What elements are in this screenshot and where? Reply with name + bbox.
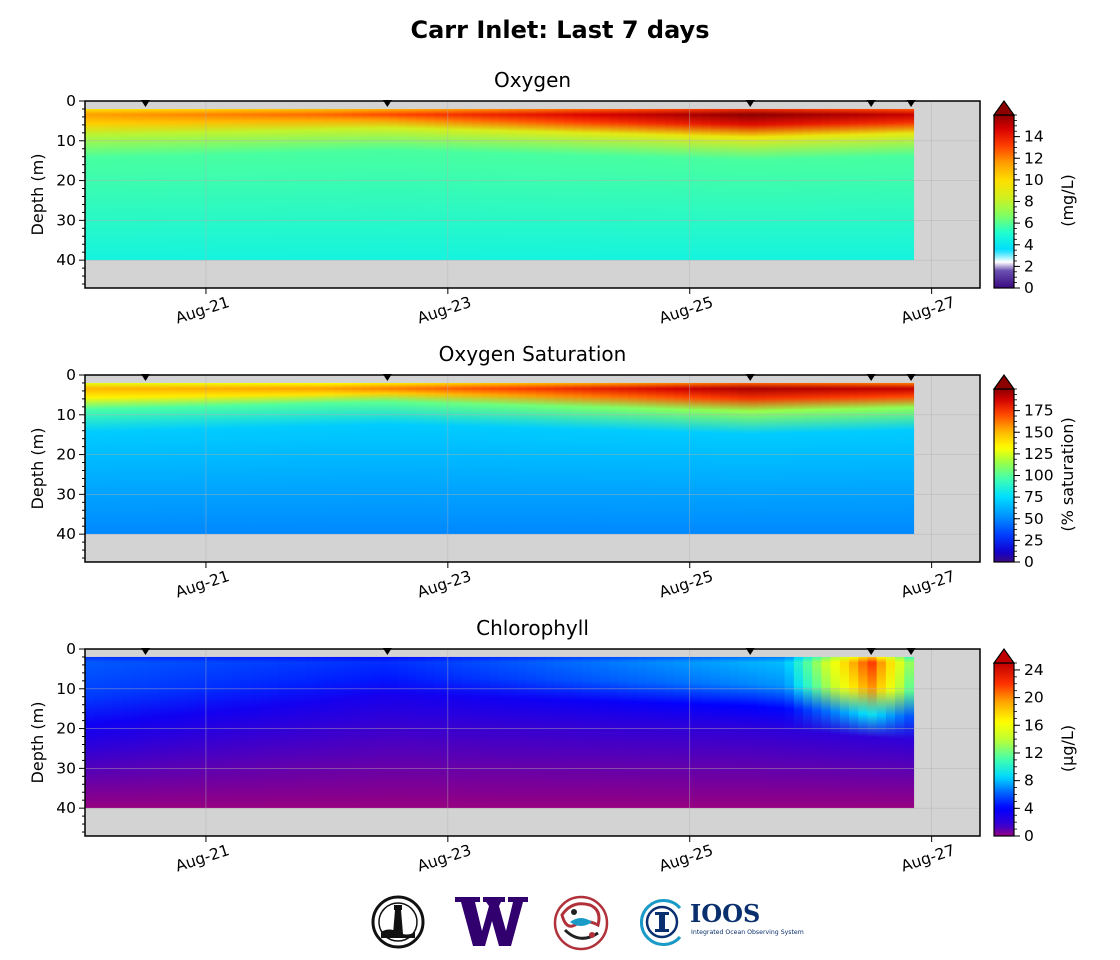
colorbar-tick-label: 0: [1024, 553, 1034, 571]
y-tick-label: 0: [66, 366, 76, 384]
profile-marker: [382, 100, 392, 107]
colorbar-tick-label: 25: [1024, 531, 1044, 549]
colorbar-tick-label: 16: [1024, 716, 1044, 734]
colorbar-tick-label: 10: [1024, 171, 1044, 189]
colorbar-tick-label: 0: [1024, 279, 1034, 297]
profile-marker: [866, 648, 876, 655]
panel-title: Oxygen: [494, 68, 571, 92]
panel-title: Oxygen Saturation: [439, 342, 627, 366]
profile-marker: [866, 100, 876, 107]
x-tick-label: Aug-23: [415, 567, 473, 601]
heatmap-field: [85, 108, 915, 261]
colorbar-tick-label: 150: [1024, 423, 1054, 441]
y-tick-label: 10: [56, 406, 76, 424]
nw-tribal-art-logo: [553, 895, 609, 951]
figure-title: Carr Inlet: Last 7 days: [410, 16, 709, 44]
plot-frame: [84, 648, 981, 837]
colorbar-tick-label: 6: [1024, 214, 1034, 232]
uw-w-logo: [455, 897, 528, 946]
profile-marker: [906, 100, 916, 107]
colorbar-tick-label: 100: [1024, 467, 1054, 485]
colorbar-tick-label: 0: [1024, 827, 1034, 845]
y-tick-label: 0: [66, 92, 76, 110]
colorbar-tick-label: 50: [1024, 510, 1044, 528]
colorbar: 0 25 50 75 100 125 150 175(% saturation): [992, 373, 1077, 571]
x-tick-label: Aug-21: [173, 567, 231, 601]
colorbar-tick-label: 12: [1024, 149, 1044, 167]
profile-marker: [382, 648, 392, 655]
colorbar-tick-label: 175: [1024, 402, 1054, 420]
plot-frame: [84, 374, 981, 563]
colorbar: 0 4 8 12 16 20 24 (μg/L): [992, 647, 1077, 845]
colorbar-tick-label: 14: [1024, 128, 1044, 146]
x-tick-label: Aug-25: [657, 841, 715, 875]
y-tick-label: 10: [56, 132, 76, 150]
colorbar-tick-label: 75: [1024, 488, 1044, 506]
colorbar-tick-label: 20: [1024, 689, 1044, 707]
colorbar-tick-label: 12: [1024, 744, 1044, 762]
x-tick-label: Aug-27: [899, 841, 957, 875]
y-tick-label: 30: [56, 759, 76, 777]
y-tick-label: 0: [66, 640, 76, 658]
y-tick-label: 30: [56, 211, 76, 229]
colorbar-label: (μg/L): [1058, 725, 1077, 772]
colorbar-tick-label: 125: [1024, 445, 1054, 463]
plot-frame: [84, 100, 981, 289]
y-tick-label: 40: [56, 525, 76, 543]
y-tick-label: 40: [56, 799, 76, 817]
colorbar-label: (mg/L): [1058, 174, 1077, 227]
y-tick-label: 20: [56, 720, 76, 738]
profile-marker: [140, 374, 150, 381]
profile-marker: [745, 374, 755, 381]
colorbar-tick-label: 8: [1024, 193, 1034, 211]
x-tick-label: Aug-25: [657, 567, 715, 601]
profile-marker: [866, 374, 876, 381]
heatmap-field: [85, 656, 915, 809]
colorbar-tick-label: 2: [1024, 257, 1034, 275]
y-tick-label: 30: [56, 485, 76, 503]
colorbar: 0 2 4 6 8 10 12 14 (mg/L): [992, 99, 1077, 297]
colorbar-tick-label: 24: [1024, 661, 1044, 679]
y-axis-label: Depth (m): [28, 428, 47, 510]
x-tick-label: Aug-23: [415, 293, 473, 327]
y-tick-label: 40: [56, 251, 76, 269]
profile-marker: [745, 100, 755, 107]
x-tick-label: Aug-23: [415, 841, 473, 875]
y-tick-label: 20: [56, 172, 76, 190]
profile-marker: [140, 100, 150, 107]
x-tick-label: Aug-27: [899, 567, 957, 601]
panel-title: Chlorophyll: [476, 616, 589, 640]
panel-oxygen-saturation: Oxygen Saturation 0 10 20 30 40 Depth (m) Aug-2…: [28, 342, 1077, 601]
ioos-wordmark: IOOS: [690, 899, 760, 928]
y-tick-label: 20: [56, 446, 76, 464]
profile-marker: [140, 648, 150, 655]
profile-marker: [745, 648, 755, 655]
x-tick-label: Aug-25: [657, 293, 715, 327]
profile-marker: [906, 374, 916, 381]
colorbar-tick-label: 4: [1024, 799, 1034, 817]
x-tick-label: Aug-21: [173, 841, 231, 875]
y-tick-label: 10: [56, 680, 76, 698]
colorbar-tick-label: 4: [1024, 236, 1034, 254]
y-axis-label: Depth (m): [28, 154, 47, 236]
y-axis-label: Depth (m): [28, 702, 47, 784]
colorbar-label: (% saturation): [1058, 417, 1077, 531]
nanoos-buoy-seal-logo: [371, 895, 425, 949]
profile-marker: [906, 648, 916, 655]
ioos-subtitle: Integrated Ocean Observing System: [691, 929, 804, 936]
profile-marker: [382, 374, 392, 381]
colorbar-tick-label: 8: [1024, 772, 1034, 790]
heatmap-field: [85, 382, 915, 535]
x-tick-label: Aug-27: [899, 293, 957, 327]
x-tick-label: Aug-21: [173, 293, 231, 327]
